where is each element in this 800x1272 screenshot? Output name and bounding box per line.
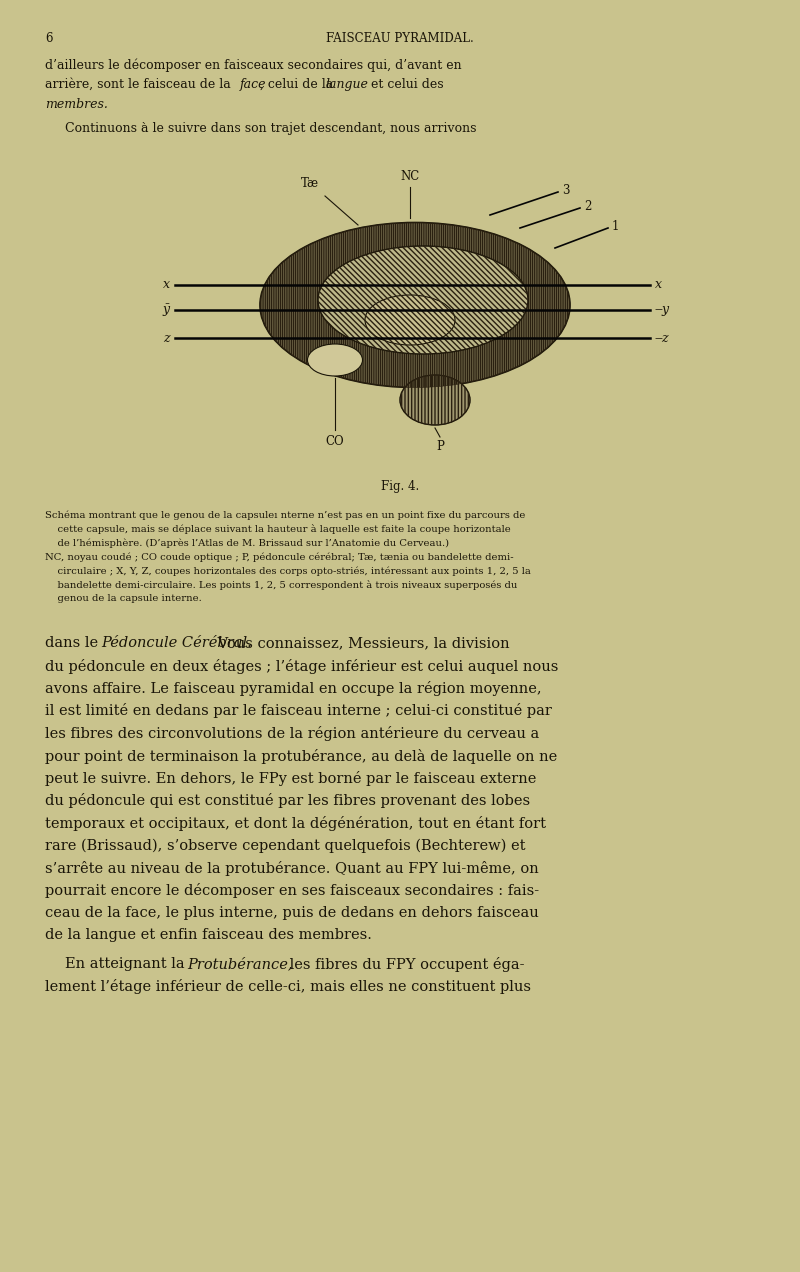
Ellipse shape (318, 245, 528, 354)
Text: cette capsule, mais se déplace suivant la hauteur à laquelle est faite la coupe : cette capsule, mais se déplace suivant l… (45, 524, 510, 534)
Text: bandelette demi-circulaire. Les points 1, 2, 5 correspondent à trois niveaux sup: bandelette demi-circulaire. Les points 1… (45, 580, 518, 590)
Text: Protubérance,: Protubérance, (187, 957, 293, 971)
Text: membres.: membres. (45, 98, 108, 111)
Text: dans le: dans le (45, 636, 102, 650)
Text: il est limité en dedans par le faisceau interne ; celui-ci constitué par: il est limité en dedans par le faisceau … (45, 703, 552, 719)
Text: les fibres du FPY occupent éga-: les fibres du FPY occupent éga- (285, 957, 525, 972)
Ellipse shape (400, 375, 470, 425)
Text: du pédoncule qui est constitué par les fibres provenant des lobes: du pédoncule qui est constitué par les f… (45, 794, 530, 809)
Text: x: x (163, 279, 170, 291)
Text: de la langue et enfin faisceau des membres.: de la langue et enfin faisceau des membr… (45, 929, 372, 943)
Text: Schéma montrant que le genou de la capsuleı nterne n’est pas en un point fixe du: Schéma montrant que le genou de la capsu… (45, 510, 526, 519)
Text: les fibres des circonvolutions de la région antérieure du cerveau a: les fibres des circonvolutions de la rég… (45, 726, 539, 742)
Text: NC, noyau coudé ; CO coude optique ; P, pédoncule cérébral; Tæ, tænia ou bandele: NC, noyau coudé ; CO coude optique ; P, … (45, 552, 514, 561)
Text: et celui des: et celui des (367, 78, 444, 92)
Text: circulaire ; X, Y, Z, coupes horizontales des corps opto-striés, intéressant aux: circulaire ; X, Y, Z, coupes horizontale… (45, 566, 531, 575)
Text: rare (Brissaud), s’observe cependant quelquefois (Bechterew) et: rare (Brissaud), s’observe cependant que… (45, 838, 526, 854)
Text: En atteignant la: En atteignant la (65, 957, 190, 971)
Text: ‒y: ‒y (655, 304, 670, 317)
Text: arrière, sont le faisceau de la: arrière, sont le faisceau de la (45, 78, 234, 92)
Text: 6: 6 (45, 32, 53, 45)
Text: FAISCEAU PYRAMIDAL.: FAISCEAU PYRAMIDAL. (326, 32, 474, 45)
Text: du pédoncule en deux étages ; l’étage inférieur est celui auquel nous: du pédoncule en deux étages ; l’étage in… (45, 659, 558, 673)
Text: temporaux et occipitaux, et dont la dégénération, tout en étant fort: temporaux et occipitaux, et dont la dégé… (45, 817, 546, 831)
Text: lement l’étage inférieur de celle-ci, mais elles ne constituent plus: lement l’étage inférieur de celle-ci, ma… (45, 979, 531, 995)
Text: ȳ: ȳ (163, 304, 170, 317)
Text: 2: 2 (584, 201, 591, 214)
Text: 3: 3 (562, 183, 570, 196)
Text: genou de la capsule interne.: genou de la capsule interne. (45, 594, 202, 603)
Text: Continuons à le suivre dans son trajet descendant, nous arrivons: Continuons à le suivre dans son trajet d… (65, 122, 477, 135)
Text: ceau de la face, le plus interne, puis de dedans en dehors faisceau: ceau de la face, le plus interne, puis d… (45, 906, 538, 920)
Text: pourrait encore le décomposer en ses faisceaux secondaires : fais-: pourrait encore le décomposer en ses fai… (45, 884, 539, 898)
Text: Vous connaissez, Messieurs, la division: Vous connaissez, Messieurs, la division (213, 636, 510, 650)
Text: avons affaire. Le faisceau pyramidal en occupe la région moyenne,: avons affaire. Le faisceau pyramidal en … (45, 681, 542, 696)
Text: x: x (655, 279, 662, 291)
Text: , celui de la: , celui de la (260, 78, 338, 92)
Text: face: face (240, 78, 266, 92)
Text: langue: langue (325, 78, 368, 92)
Text: CO: CO (326, 435, 344, 448)
Text: Fig. 4.: Fig. 4. (381, 480, 419, 494)
Ellipse shape (307, 343, 362, 377)
Text: Pédoncule Cérébral.: Pédoncule Cérébral. (101, 636, 252, 650)
Text: P: P (436, 440, 444, 453)
Text: de l’hémisphère. (D’après l’Atlas de M. Brissaud sur l’Anatomie du Cerveau.): de l’hémisphère. (D’après l’Atlas de M. … (45, 538, 449, 547)
Text: 1: 1 (612, 220, 619, 234)
Text: z: z (163, 332, 170, 345)
Text: NC: NC (400, 170, 420, 183)
Text: Tæ: Tæ (301, 177, 319, 190)
Text: peut le suivre. En dehors, le FPy est borné par le faisceau externe: peut le suivre. En dehors, le FPy est bo… (45, 771, 536, 786)
Text: d’ailleurs le décomposer en faisceaux secondaires qui, d’avant en: d’ailleurs le décomposer en faisceaux se… (45, 59, 462, 71)
Text: s’arrête au niveau de la protubérance. Quant au FPY lui-même, on: s’arrête au niveau de la protubérance. Q… (45, 861, 538, 876)
Text: ‒z: ‒z (655, 332, 670, 345)
Ellipse shape (260, 223, 570, 388)
Ellipse shape (365, 295, 455, 345)
Text: pour point de terminaison la protubérance, au delà de laquelle on ne: pour point de terminaison la protubéranc… (45, 748, 558, 763)
